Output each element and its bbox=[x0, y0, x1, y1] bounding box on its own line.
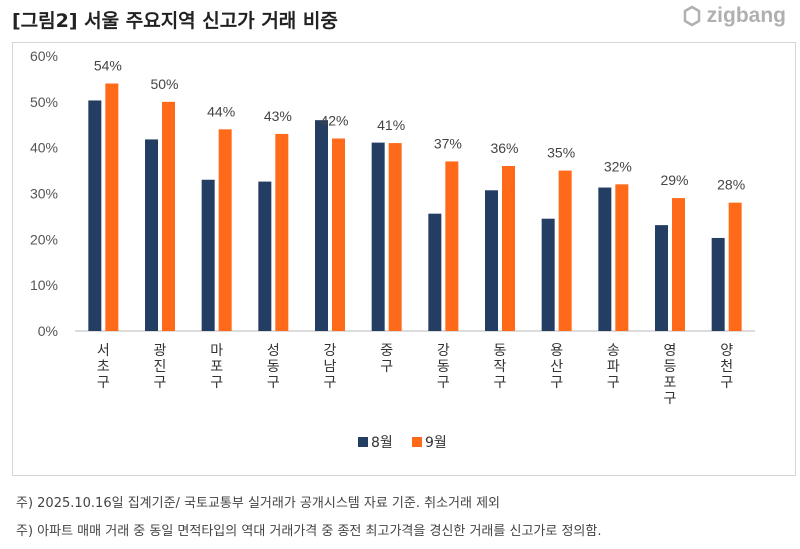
x-tick-label: 구 bbox=[664, 391, 677, 407]
bar-9월 bbox=[445, 161, 459, 331]
bar-8월 bbox=[428, 213, 442, 331]
legend-label: 9월 bbox=[425, 435, 447, 451]
x-tick-label: 등 bbox=[664, 359, 677, 375]
x-tick-label: 용 bbox=[550, 343, 563, 359]
bar-9월 bbox=[558, 170, 572, 331]
x-tick-label: 마 bbox=[210, 343, 223, 359]
x-tick-label: 작 bbox=[494, 359, 507, 375]
bar-8월 bbox=[258, 181, 272, 331]
x-tick-label: 진 bbox=[154, 359, 167, 375]
bar-9월 bbox=[218, 129, 232, 331]
chart-frame bbox=[12, 42, 796, 476]
bar-9월 bbox=[502, 166, 515, 331]
x-tick-label: 동 bbox=[494, 343, 507, 359]
y-tick-label: 0% bbox=[38, 323, 58, 339]
x-tick-label: 서 bbox=[97, 343, 110, 359]
x-tick-label: 포 bbox=[210, 359, 223, 375]
bar-8월 bbox=[655, 225, 668, 331]
bar-8월 bbox=[201, 179, 215, 331]
bar-9월 bbox=[388, 143, 402, 331]
x-tick-label: 구 bbox=[494, 375, 507, 391]
data-label: 28% bbox=[717, 177, 745, 193]
x-tick-label: 구 bbox=[267, 375, 280, 391]
bar-8월 bbox=[145, 139, 158, 331]
x-tick-label: 남 bbox=[324, 359, 337, 375]
bar-9월 bbox=[615, 184, 629, 331]
y-tick-label: 50% bbox=[30, 94, 58, 110]
legend-swatch bbox=[358, 437, 368, 447]
x-tick-label: 파 bbox=[607, 359, 620, 375]
bar-9월 bbox=[672, 198, 685, 331]
data-label: 54% bbox=[94, 58, 122, 74]
x-tick-label: 구 bbox=[607, 375, 620, 391]
x-tick-label: 강 bbox=[324, 343, 337, 359]
x-tick-label: 구 bbox=[97, 375, 110, 391]
x-tick-label: 동 bbox=[267, 359, 280, 375]
data-label: 50% bbox=[150, 76, 178, 92]
bar-8월 bbox=[541, 218, 555, 331]
bar-8월 bbox=[711, 237, 725, 331]
bar-9월 bbox=[105, 83, 119, 331]
x-tick-label: 중 bbox=[380, 343, 393, 359]
bar-8월 bbox=[315, 120, 328, 332]
data-label: 43% bbox=[264, 108, 292, 124]
x-tick-label: 구 bbox=[210, 375, 223, 391]
x-tick-label: 송 bbox=[607, 343, 620, 359]
data-label: 44% bbox=[207, 103, 235, 119]
y-tick-label: 40% bbox=[30, 140, 58, 156]
data-label: 37% bbox=[434, 135, 462, 151]
y-tick-label: 10% bbox=[30, 277, 58, 293]
x-tick-label: 구 bbox=[437, 375, 450, 391]
data-label: 35% bbox=[547, 145, 575, 161]
x-tick-label: 구 bbox=[380, 359, 393, 375]
x-tick-label: 동 bbox=[437, 359, 450, 375]
x-tick-label: 양 bbox=[720, 343, 733, 359]
data-label: 32% bbox=[604, 158, 632, 174]
bar-9월 bbox=[162, 101, 175, 331]
logo-icon bbox=[683, 5, 700, 27]
bar-9월 bbox=[332, 138, 345, 331]
x-tick-label: 포 bbox=[664, 375, 677, 391]
y-tick-label: 20% bbox=[30, 231, 58, 247]
x-tick-label: 구 bbox=[324, 375, 337, 391]
bar-8월 bbox=[598, 187, 612, 331]
bar-9월 bbox=[275, 133, 289, 331]
x-tick-label: 광 bbox=[154, 343, 167, 359]
data-label: 41% bbox=[377, 117, 405, 133]
data-label: 42% bbox=[320, 113, 348, 129]
y-tick-label: 30% bbox=[30, 186, 58, 202]
data-label: 29% bbox=[660, 172, 688, 188]
bar-8월 bbox=[88, 100, 102, 331]
data-label: 36% bbox=[490, 140, 518, 156]
bar-8월 bbox=[485, 190, 498, 331]
x-tick-label: 초 bbox=[97, 359, 110, 375]
x-tick-label: 산 bbox=[550, 359, 563, 375]
x-tick-label: 구 bbox=[550, 375, 563, 391]
x-tick-label: 구 bbox=[720, 375, 733, 391]
logo-text: zigbang bbox=[706, 4, 786, 27]
legend-swatch bbox=[412, 437, 422, 447]
x-tick-label: 성 bbox=[267, 343, 280, 359]
bar-8월 bbox=[371, 142, 385, 331]
footnote-2: 주) 아파트 매매 거래 중 동일 면적타입의 역대 거래가격 중 종전 최고가… bbox=[16, 524, 602, 539]
footnote-1: 주) 2025.10.16일 집계기준/ 국토교통부 실거래가 공개시스템 자료… bbox=[16, 496, 501, 511]
legend-label: 8월 bbox=[371, 435, 393, 451]
x-tick-label: 강 bbox=[437, 343, 450, 359]
zigbang-logo: zigbang bbox=[681, 4, 786, 28]
x-tick-label: 천 bbox=[720, 359, 733, 375]
x-tick-label: 영 bbox=[664, 343, 677, 359]
y-tick-label: 60% bbox=[30, 48, 58, 64]
chart-title: [그림2] 서울 주요지역 신고가 거래 비중 bbox=[12, 10, 338, 32]
bar-9월 bbox=[728, 202, 742, 331]
x-tick-label: 구 bbox=[154, 375, 167, 391]
